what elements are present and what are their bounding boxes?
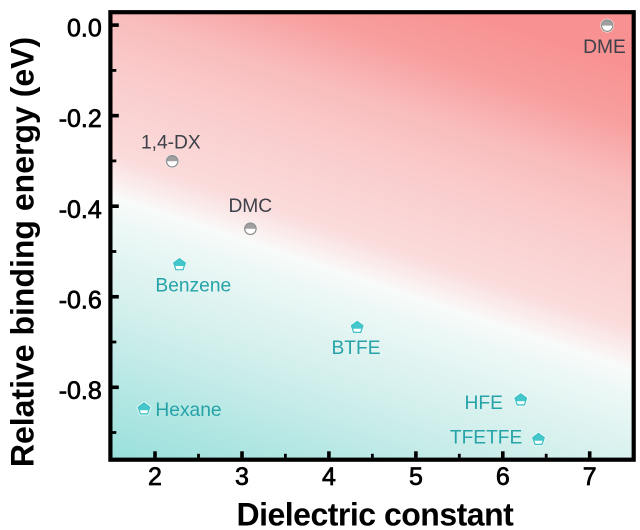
svg-text:5: 5 [409,463,423,491]
svg-text:1,4-DX: 1,4-DX [141,133,201,154]
svg-text:4: 4 [322,463,336,491]
svg-text:-0.4: -0.4 [59,196,102,224]
svg-text:0.0: 0.0 [67,15,102,43]
svg-text:HFE: HFE [465,393,503,414]
svg-text:DMC: DMC [228,196,272,217]
svg-text:-0.8: -0.8 [59,377,102,405]
svg-text:6: 6 [496,463,510,491]
svg-text:7: 7 [583,463,597,491]
svg-text:BTFE: BTFE [331,338,380,359]
svg-text:Hexane: Hexane [155,400,221,421]
svg-text:2: 2 [148,463,162,491]
svg-text:DME: DME [583,37,626,58]
svg-text:3: 3 [235,463,249,491]
svg-text:Dielectric constant: Dielectric constant [236,496,514,530]
svg-text:-0.6: -0.6 [59,286,102,314]
svg-text:Benzene: Benzene [155,276,231,297]
svg-text:TFETFE: TFETFE [450,427,522,448]
svg-text:-0.2: -0.2 [59,105,102,133]
svg-text:Relative binding energy (eV): Relative binding energy (eV) [5,37,41,467]
